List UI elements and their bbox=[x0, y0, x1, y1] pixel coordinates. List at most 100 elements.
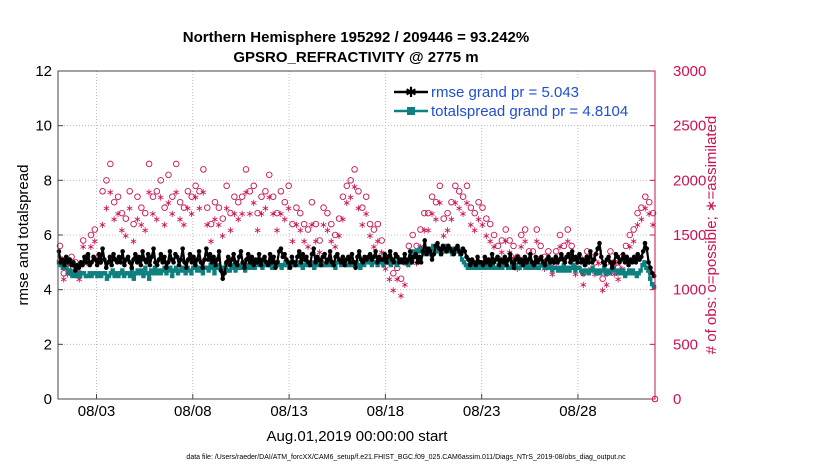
rmse-point bbox=[437, 246, 442, 251]
possible-obs-point bbox=[421, 209, 428, 217]
assimilated-obs-point: ∗ bbox=[281, 215, 289, 226]
rmse-point bbox=[102, 257, 107, 262]
assimilated-obs-point: ∗ bbox=[211, 215, 219, 226]
assimilated-obs-point: ∗ bbox=[118, 226, 126, 237]
spread-point bbox=[248, 262, 254, 268]
assimilated-obs-point: ∗ bbox=[579, 280, 587, 291]
assimilated-obs-point: ∗ bbox=[436, 198, 444, 209]
possible-obs-point bbox=[203, 204, 211, 211]
spread-point bbox=[302, 262, 307, 268]
rmse-point bbox=[538, 254, 544, 260]
assimilated-obs-point: ∗ bbox=[172, 187, 180, 198]
spread-point bbox=[177, 268, 183, 273]
rmse-point bbox=[165, 260, 171, 265]
possible-obs-point bbox=[413, 242, 420, 250]
spread-point bbox=[139, 268, 144, 273]
possible-obs-point bbox=[145, 160, 153, 168]
possible-obs-point bbox=[316, 237, 323, 244]
rmse-point bbox=[340, 254, 346, 260]
rmse-point bbox=[89, 260, 94, 265]
spread-point bbox=[200, 271, 206, 276]
spread-point bbox=[237, 265, 242, 270]
y-axis-right-label: # of obs: o=possible; ∗=assimilated bbox=[703, 116, 720, 355]
spread-point bbox=[621, 268, 626, 273]
assimilated-obs-point: ∗ bbox=[455, 204, 463, 215]
possible-obs-point bbox=[297, 209, 304, 217]
spread-point bbox=[646, 268, 651, 273]
rmse-point bbox=[489, 251, 495, 257]
possible-obs-point bbox=[622, 242, 630, 250]
assimilated-obs-point: ∗ bbox=[629, 236, 637, 247]
spread-point bbox=[463, 262, 469, 268]
rmse-point bbox=[105, 260, 111, 265]
rmse-point bbox=[96, 251, 102, 257]
rmse-point bbox=[438, 251, 444, 257]
rmse-point bbox=[495, 254, 500, 260]
spread-point bbox=[189, 271, 194, 276]
spread-point bbox=[181, 268, 186, 273]
rmse-point bbox=[651, 273, 657, 279]
assimilated-obs-point: ∗ bbox=[420, 226, 428, 237]
assimilated-obs-point: ∗ bbox=[157, 193, 165, 204]
spread-point bbox=[118, 271, 123, 276]
spread-point bbox=[77, 273, 83, 279]
spread-point bbox=[98, 273, 104, 279]
rmse-point bbox=[198, 260, 204, 265]
spread-point bbox=[196, 265, 202, 270]
assimilated-obs-point: ∗ bbox=[401, 280, 409, 291]
spread-point bbox=[120, 268, 125, 273]
spread-point bbox=[651, 284, 657, 290]
rmse-point bbox=[240, 260, 246, 265]
spread-point bbox=[494, 265, 499, 270]
rmse-point bbox=[307, 262, 313, 268]
spread-point bbox=[143, 265, 148, 270]
rmse-point bbox=[431, 251, 437, 257]
assimilated-obs-point: ∗ bbox=[633, 220, 641, 231]
spread-point bbox=[636, 271, 641, 276]
rmse-point bbox=[162, 254, 167, 260]
spread-point bbox=[214, 265, 219, 270]
assimilated-obs-point: ∗ bbox=[602, 280, 610, 291]
spread-point bbox=[628, 271, 634, 276]
possible-obs-point bbox=[518, 231, 525, 239]
rmse-point bbox=[518, 257, 524, 262]
y-left-tick-label: 10 bbox=[35, 118, 52, 135]
assimilated-obs-point: ∗ bbox=[106, 187, 114, 198]
assimilated-obs-point: ∗ bbox=[610, 269, 618, 280]
spread-point bbox=[300, 265, 305, 270]
rmse-point bbox=[595, 246, 600, 251]
y-left-tick-label: 8 bbox=[44, 172, 52, 189]
spread-point bbox=[72, 271, 77, 276]
assimilated-obs-point: ∗ bbox=[447, 215, 455, 226]
possible-obs-point bbox=[277, 188, 285, 195]
rmse-point bbox=[338, 260, 344, 265]
assimilated-obs-point: ∗ bbox=[315, 247, 323, 258]
possible-obs-point bbox=[99, 188, 106, 195]
possible-obs-point bbox=[331, 231, 339, 239]
spread-point bbox=[194, 268, 200, 273]
spread-point bbox=[260, 265, 265, 270]
possible-obs-point bbox=[335, 215, 343, 222]
assimilated-obs-point: ∗ bbox=[265, 193, 273, 204]
rmse-point bbox=[382, 251, 388, 257]
rmse-point bbox=[103, 265, 109, 271]
assimilated-obs-point: ∗ bbox=[350, 182, 358, 193]
assimilated-obs-point: ∗ bbox=[467, 220, 475, 231]
possible-obs-point bbox=[506, 237, 513, 244]
assimilated-obs-point: ∗ bbox=[517, 242, 525, 253]
spread-point bbox=[375, 262, 380, 268]
rmse-point bbox=[234, 262, 240, 268]
rmse-point bbox=[575, 260, 580, 265]
spread-point bbox=[500, 265, 505, 270]
assimilated-obs-point: ∗ bbox=[323, 226, 331, 237]
spread-point bbox=[527, 265, 532, 270]
rmse-point bbox=[371, 254, 377, 260]
possible-obs-point bbox=[444, 209, 451, 217]
possible-obs-point bbox=[607, 248, 614, 255]
spread-point bbox=[108, 271, 113, 276]
y-right-tick-label: 1500 bbox=[673, 227, 706, 244]
assimilated-obs-point: ∗ bbox=[238, 209, 246, 220]
assimilated-obs-point: ∗ bbox=[222, 204, 230, 215]
assimilated-obs-point: ∗ bbox=[463, 198, 471, 209]
spread-point bbox=[598, 271, 603, 276]
